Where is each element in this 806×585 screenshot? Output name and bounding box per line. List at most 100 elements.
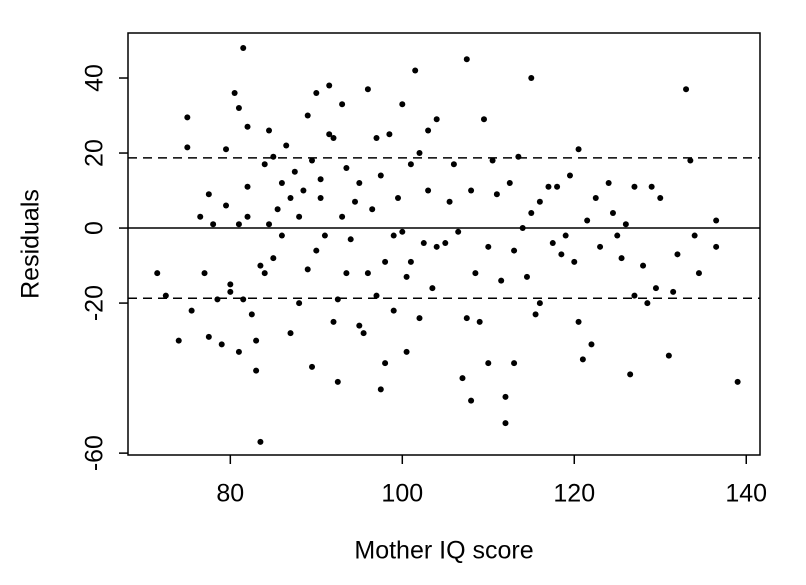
point	[566, 172, 573, 179]
point	[425, 127, 432, 134]
point	[506, 180, 513, 187]
point	[274, 206, 281, 213]
point	[223, 146, 230, 153]
point	[352, 198, 359, 205]
point	[343, 165, 350, 172]
point	[270, 255, 277, 262]
point	[373, 292, 380, 299]
point	[334, 296, 341, 303]
point	[257, 262, 264, 269]
x-tick-label: 80	[216, 480, 244, 508]
point	[450, 161, 457, 168]
point	[549, 240, 556, 247]
point	[519, 225, 526, 232]
point	[618, 255, 625, 262]
point	[356, 180, 363, 187]
point	[502, 393, 509, 400]
point	[687, 157, 694, 164]
point	[223, 202, 230, 209]
point	[347, 236, 354, 243]
point	[463, 315, 470, 322]
point	[154, 270, 161, 277]
point	[485, 243, 492, 250]
point	[377, 172, 384, 179]
point	[184, 114, 191, 121]
point	[476, 318, 483, 325]
point	[326, 131, 333, 138]
point	[377, 386, 384, 393]
y-axis-title: Residuals	[17, 189, 45, 299]
point	[523, 273, 530, 280]
point	[205, 333, 212, 340]
point	[162, 292, 169, 299]
point	[390, 232, 397, 239]
point	[579, 356, 586, 363]
point	[369, 206, 376, 213]
point	[713, 243, 720, 250]
point	[313, 247, 320, 254]
point	[455, 228, 462, 235]
point	[683, 86, 690, 93]
point	[592, 195, 599, 202]
point	[652, 285, 659, 292]
point	[261, 270, 268, 277]
point	[609, 210, 616, 217]
point	[244, 183, 251, 190]
point	[670, 288, 677, 295]
point	[360, 330, 367, 337]
point	[326, 82, 333, 89]
point	[536, 300, 543, 307]
point	[528, 75, 535, 82]
point	[554, 183, 561, 190]
point	[665, 352, 672, 359]
point	[257, 438, 264, 445]
point	[648, 183, 655, 190]
point	[407, 161, 414, 168]
point	[562, 232, 569, 239]
point	[480, 116, 487, 123]
point	[627, 371, 634, 378]
point	[657, 195, 664, 202]
point	[631, 183, 638, 190]
point	[528, 210, 535, 217]
point	[734, 378, 741, 385]
point	[412, 67, 419, 74]
point	[261, 161, 268, 168]
point	[253, 337, 260, 344]
x-tick-label: 120	[553, 480, 595, 508]
point	[356, 322, 363, 329]
point	[330, 318, 337, 325]
point	[575, 146, 582, 153]
point	[235, 105, 242, 112]
point	[605, 180, 612, 187]
point	[296, 213, 303, 220]
point	[266, 127, 273, 134]
point	[244, 123, 251, 130]
point	[399, 228, 406, 235]
point	[511, 360, 518, 367]
point	[485, 360, 492, 367]
point	[300, 187, 307, 194]
y-tick-label: -20	[81, 285, 109, 321]
point	[235, 221, 242, 228]
point	[321, 232, 328, 239]
point	[197, 213, 204, 220]
point	[674, 251, 681, 258]
point	[240, 45, 247, 52]
y-tick-label: 20	[81, 139, 109, 167]
point	[339, 213, 346, 220]
point	[597, 243, 604, 250]
point	[287, 195, 294, 202]
point	[695, 270, 702, 277]
point	[205, 191, 212, 198]
point	[433, 116, 440, 123]
y-tick-label: -60	[81, 435, 109, 471]
point	[691, 232, 698, 239]
point	[403, 348, 410, 355]
point	[463, 56, 470, 63]
point	[532, 311, 539, 318]
point	[614, 232, 621, 239]
point	[330, 135, 337, 142]
